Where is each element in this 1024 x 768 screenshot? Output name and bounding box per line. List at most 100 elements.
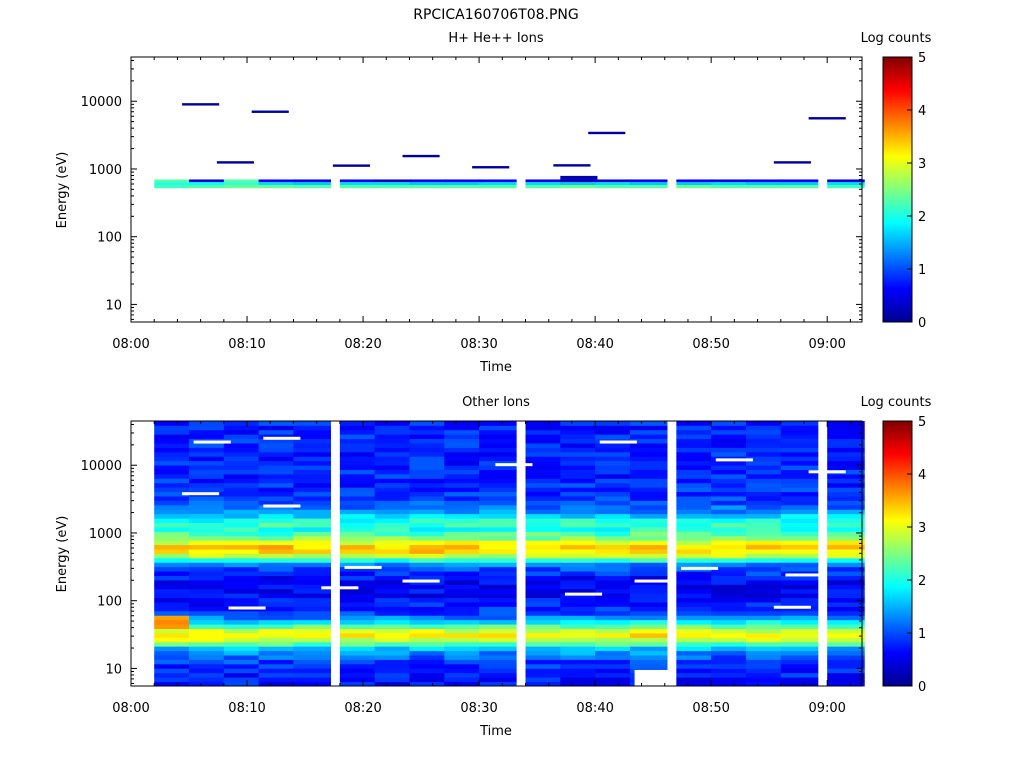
spectrogram-cell xyxy=(676,624,714,629)
spectrogram-cell xyxy=(560,491,598,497)
spectrogram-cell xyxy=(629,421,668,426)
spectrogram-cell xyxy=(560,588,598,594)
spectrogram-cell xyxy=(374,527,413,532)
spectrogram-cell xyxy=(595,584,633,590)
y-tick-label: 10 xyxy=(105,298,122,313)
spectrogram-cell xyxy=(374,562,413,568)
spectrogram-cell xyxy=(409,633,448,638)
spectrogram-cell xyxy=(711,434,749,440)
spectrogram-cell xyxy=(154,460,192,466)
empty-bin xyxy=(321,586,359,590)
spectrogram-cell xyxy=(154,553,192,559)
spectrogram-cell xyxy=(223,633,262,638)
spectrogram-cell xyxy=(560,460,598,466)
spectrogram-cell xyxy=(711,469,749,475)
spectrogram-cell xyxy=(595,451,633,457)
x-tick-label: 08:00 xyxy=(112,337,149,352)
y-tick-label: 1000 xyxy=(89,527,122,542)
spectrogram-cell xyxy=(409,641,448,647)
spectrogram-cell xyxy=(374,184,413,189)
spectrogram-cell xyxy=(409,619,448,625)
spectrogram-cell xyxy=(293,615,331,621)
spectrogram-cell xyxy=(827,509,865,515)
spectrogram-cell xyxy=(479,544,517,550)
spectrogram-cell xyxy=(560,606,598,612)
spectrogram-cell xyxy=(189,527,227,532)
spectrogram-cell xyxy=(595,460,633,466)
spectrogram-cell xyxy=(780,500,819,506)
spectrogram-cell xyxy=(711,672,749,678)
spectrogram-cell xyxy=(293,557,331,563)
spectrogram-cell xyxy=(827,544,865,550)
spectrogram-cell xyxy=(444,456,482,462)
spectrogram-cell xyxy=(444,540,482,546)
spectrogram-cell xyxy=(223,513,262,519)
spectrogram-cell xyxy=(827,179,865,183)
spectrogram-cell xyxy=(676,677,714,682)
spectrogram-cell xyxy=(339,474,378,479)
spectrogram-cell xyxy=(189,593,227,599)
spectrogram-cell xyxy=(258,496,297,501)
spectrogram-cell xyxy=(258,677,297,682)
spectrogram-cell xyxy=(223,655,262,660)
spectrogram-cell xyxy=(374,663,413,669)
spectrogram-cell xyxy=(223,566,262,572)
spectrogram-cell xyxy=(223,562,262,568)
spectrogram-cell xyxy=(189,518,227,523)
spectrogram-cell xyxy=(595,182,633,185)
spectrogram-cell xyxy=(745,535,784,541)
spectrogram-cell xyxy=(444,522,482,528)
spectrogram-cell xyxy=(676,544,714,550)
spectrogram-cell xyxy=(525,655,564,660)
spectrogram-cell xyxy=(374,668,413,674)
empty-bin xyxy=(263,504,301,508)
spectrogram-cell xyxy=(827,531,865,537)
spectrogram-cell xyxy=(629,593,668,599)
spectrogram-cell xyxy=(827,566,865,572)
spectrogram-cell xyxy=(293,646,331,652)
spectrogram-cell xyxy=(827,606,865,612)
spectrogram-cell xyxy=(479,496,517,501)
spectrogram-cell xyxy=(711,451,749,457)
spectrogram-cell xyxy=(189,628,227,634)
spectrogram-cell xyxy=(189,659,227,665)
spectrogram-cell xyxy=(595,672,633,678)
spectrogram-cell xyxy=(629,628,668,634)
spectrogram-cell xyxy=(676,487,714,493)
spectrogram-cell xyxy=(339,434,378,440)
spectrogram-cell xyxy=(409,421,448,426)
spectrogram-cell xyxy=(223,527,262,532)
spectrogram-cell xyxy=(293,628,331,634)
spectrogram-cell xyxy=(444,571,482,576)
spectrogram-cell xyxy=(711,619,749,625)
spectrogram-cell xyxy=(223,447,262,453)
spectrogram-cell xyxy=(479,553,517,559)
spectrogram-cell xyxy=(525,460,564,466)
spectrogram-cell xyxy=(629,491,668,497)
spectrogram-cell xyxy=(374,641,413,647)
spectrogram-cell xyxy=(189,571,227,576)
spectrogram-cell xyxy=(711,182,749,185)
spectrogram-cell xyxy=(595,597,633,603)
spectrogram-cell xyxy=(189,460,227,466)
spectrogram-cell xyxy=(479,562,517,568)
spectrogram-cell xyxy=(745,637,784,643)
spectrogram-cell xyxy=(479,663,517,669)
spectrogram-cell xyxy=(409,628,448,634)
y-tick-label: 10000 xyxy=(81,95,122,110)
spectrogram-cell xyxy=(409,434,448,440)
spectrogram-cell xyxy=(525,456,564,462)
spectrogram-cell xyxy=(374,474,413,479)
spectrogram-cell xyxy=(374,619,413,625)
spectrogram-cell xyxy=(629,597,668,603)
spectrogram-cell xyxy=(374,451,413,457)
spectrogram-cell xyxy=(258,571,297,576)
spectrogram-cell xyxy=(154,438,192,444)
spectrogram-cell xyxy=(629,610,668,616)
spectrogram-cell xyxy=(745,659,784,665)
spectrogram-cell xyxy=(745,456,784,462)
spectrogram-cell xyxy=(223,624,262,629)
spectrogram-cell xyxy=(525,610,564,616)
spectrogram-cell xyxy=(258,650,297,656)
spectrogram-cell xyxy=(780,580,819,585)
